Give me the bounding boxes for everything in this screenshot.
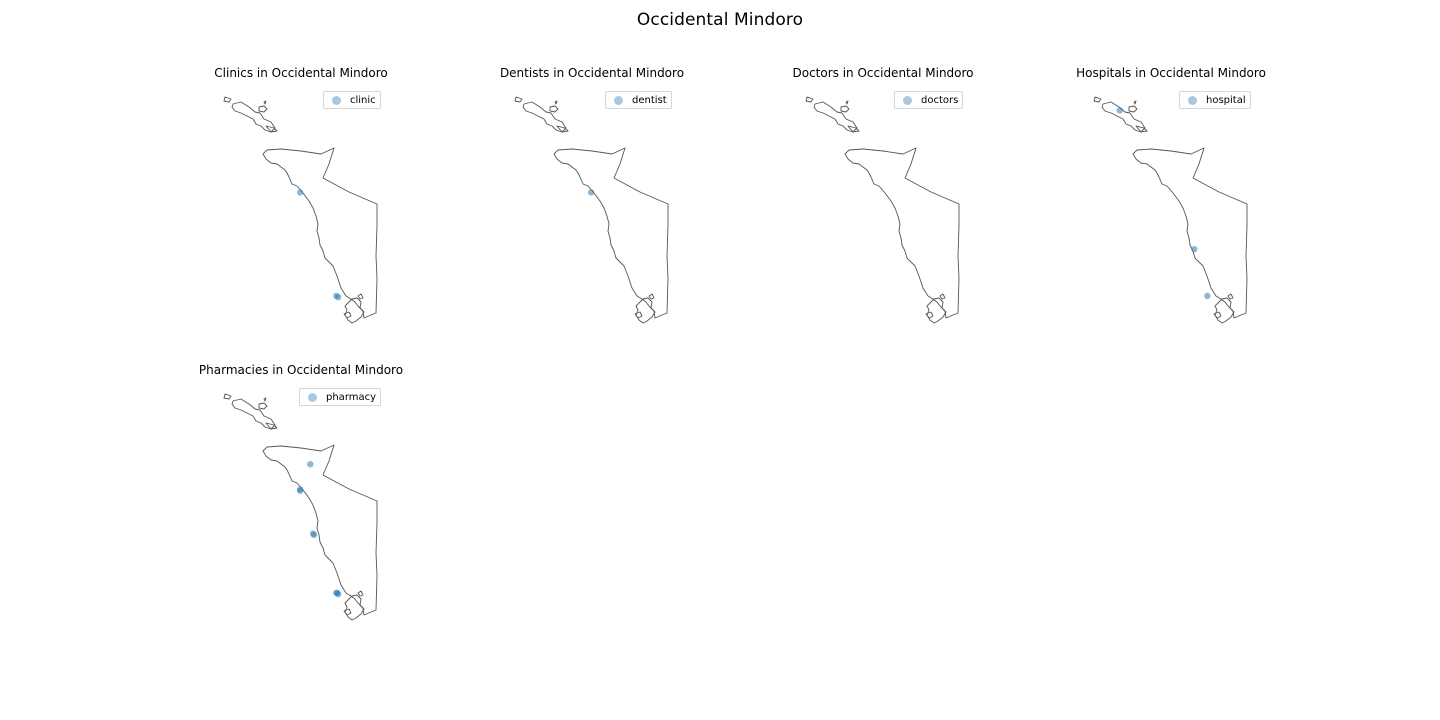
island-outline (514, 96, 523, 103)
island-outline (223, 96, 232, 103)
island-outline (847, 125, 860, 133)
legend-label: clinic (350, 94, 376, 106)
legend-label: doctors (921, 94, 959, 106)
facility-point (1204, 292, 1211, 300)
island-outline (223, 393, 232, 400)
island-outline (1214, 297, 1235, 324)
island-outline (258, 402, 268, 410)
facility-point (335, 294, 342, 301)
panel-title: Hospitals in Occidental Mindoro (1076, 66, 1266, 80)
province-map (805, 96, 960, 324)
facility-point (310, 531, 318, 539)
island-outline (845, 100, 849, 105)
legend: pharmacy (299, 388, 382, 406)
legend-label: dentist (632, 94, 667, 106)
island-outline (1128, 105, 1138, 113)
island-outline (635, 297, 656, 324)
legend-label: hospital (1206, 94, 1246, 106)
province-outline (1132, 147, 1248, 319)
map-panel-clinics: Clinics in Occidental Mindoro clinic (171, 66, 431, 336)
island-outline (343, 311, 352, 319)
facility-point (587, 189, 595, 196)
island-outline (522, 101, 567, 133)
legend-marker-icon (1188, 95, 1197, 105)
island-outline (926, 297, 947, 324)
map-panel-doctors: Doctors in Occidental Mindoro doctors (753, 66, 1013, 336)
panel-title: Dentists in Occidental Mindoro (499, 66, 685, 80)
legend-label: pharmacy (326, 391, 377, 403)
province-outline (844, 147, 960, 319)
island-outline (1133, 100, 1137, 105)
legend: hospital (1179, 91, 1251, 109)
island-outline (1213, 311, 1222, 319)
facility-point (307, 461, 314, 468)
panel-title: Doctors in Occidental Mindoro (792, 66, 974, 80)
facility-point (1191, 246, 1198, 253)
island-outline (925, 311, 934, 319)
island-outline (1093, 96, 1102, 103)
facility-point (1116, 107, 1123, 114)
island-outline (265, 125, 278, 133)
legend: dentist (605, 91, 672, 109)
island-outline (357, 293, 364, 300)
island-outline (263, 397, 267, 402)
island-outline (265, 422, 278, 430)
island-outline (1101, 101, 1146, 133)
island-outline (357, 590, 364, 597)
map-panel-pharmacies: Pharmacies in Occidental Mindoro pharmacy (171, 363, 431, 633)
island-outline (556, 125, 569, 133)
island-outline (344, 594, 365, 621)
province-map (1093, 96, 1248, 324)
island-outline (231, 398, 276, 430)
province-outline (262, 444, 378, 616)
map-panel-dentists: Dentists in Occidental Mindoro dentist (462, 66, 722, 336)
island-outline (1135, 125, 1148, 133)
facility-point (296, 189, 304, 196)
legend: doctors (894, 91, 964, 109)
province-map (223, 393, 378, 621)
island-outline (634, 311, 643, 319)
province-outline (553, 147, 669, 319)
province-map (514, 96, 669, 324)
facility-point (335, 591, 342, 598)
province-map (223, 96, 378, 324)
legend-marker-icon (332, 95, 341, 105)
island-outline (554, 100, 558, 105)
island-outline (648, 293, 655, 300)
island-outline (263, 100, 267, 105)
island-outline (840, 105, 850, 113)
map-panel-hospitals: Hospitals in Occidental Mindoro hospital (1041, 66, 1301, 336)
legend-marker-icon (308, 392, 317, 402)
island-outline (939, 293, 946, 300)
island-outline (813, 101, 858, 133)
island-outline (549, 105, 559, 113)
legend: clinic (323, 91, 381, 109)
legend-marker-icon (614, 95, 623, 105)
figure-title: Occidental Mindoro (636, 10, 804, 30)
panel-title: Pharmacies in Occidental Mindoro (198, 363, 404, 377)
province-outline (262, 147, 378, 319)
island-outline (1227, 293, 1234, 300)
legend-marker-icon (903, 95, 912, 105)
island-outline (344, 297, 365, 324)
island-outline (231, 101, 276, 133)
island-outline (343, 608, 352, 616)
panel-title: Clinics in Occidental Mindoro (214, 66, 388, 80)
facility-point (296, 487, 304, 494)
island-outline (805, 96, 814, 103)
island-outline (258, 105, 268, 113)
